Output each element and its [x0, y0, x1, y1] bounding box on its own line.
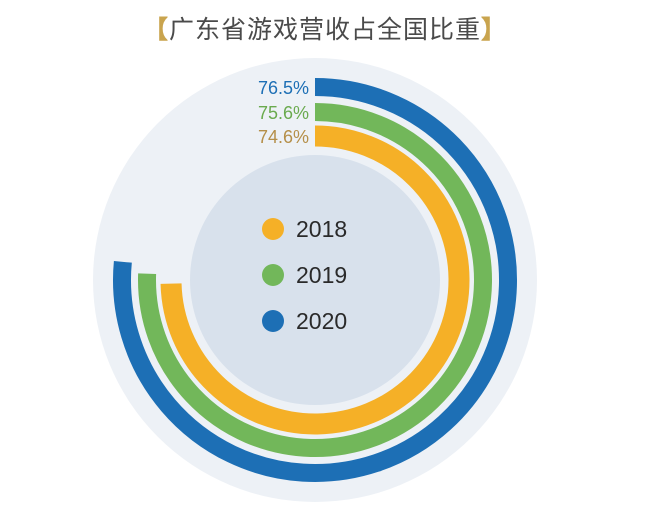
chart-title: 【广东省游戏营收占全国比重】 [0, 10, 650, 46]
ring-2018 [160, 125, 470, 435]
value-label-2019: 75.6% [258, 103, 309, 123]
ring-2019 [138, 103, 492, 457]
value-label-2020: 76.5% [258, 78, 309, 98]
title-text: 广东省游戏营收占全国比重 [168, 15, 481, 44]
legend-dot-2020 [262, 310, 284, 332]
legend-label-2020: 2020 [296, 308, 347, 334]
rings-group [113, 78, 517, 482]
legend-dot-2019 [262, 264, 284, 286]
legend-label-2019: 2019 [296, 262, 347, 288]
title-open-bracket: 【 [142, 15, 169, 44]
legend-label-2018: 2018 [296, 216, 347, 242]
legend: 2018 2019 2020 [262, 216, 347, 334]
value-labels-group: 74.6% 75.6% 76.5% [258, 78, 309, 147]
center-disc [190, 155, 440, 405]
value-label-2018: 74.6% [258, 127, 309, 147]
legend-dot-2018 [262, 218, 284, 240]
ring-2020 [113, 78, 517, 482]
title-close-bracket: 】 [481, 15, 508, 44]
